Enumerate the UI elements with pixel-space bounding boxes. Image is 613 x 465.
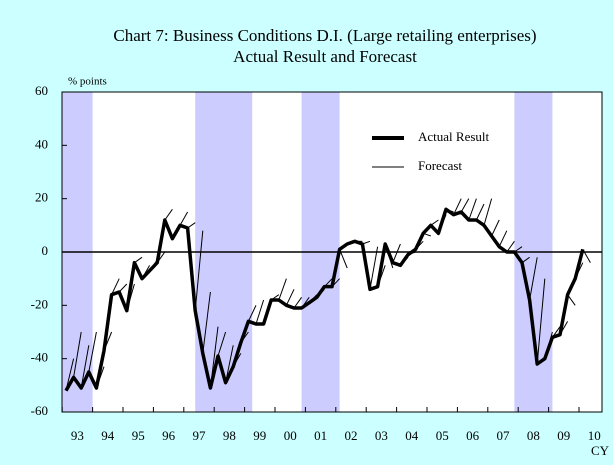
forecast-segment	[498, 230, 508, 247]
actual-line	[64, 207, 585, 392]
forecast-segment	[369, 246, 379, 290]
forecast-segment	[217, 331, 227, 357]
x-tick-label: 07	[497, 428, 511, 443]
y-axis-label: % points	[68, 76, 107, 88]
x-tick-label: 97	[193, 428, 207, 443]
forecast-segment	[247, 305, 257, 322]
forecast-segment	[293, 297, 303, 309]
x-tick-label: 05	[436, 428, 449, 443]
forecast-segment	[453, 198, 462, 215]
forecast-segment	[536, 278, 546, 365]
y-tick-label: 60	[35, 83, 48, 98]
x-tick-label: 98	[223, 428, 236, 443]
x-tick-label: 04	[405, 428, 419, 443]
x-tick-label: 09	[557, 428, 570, 443]
forecast-segment	[506, 241, 515, 253]
x-tick-label: 01	[314, 428, 327, 443]
x-tick-label: 08	[527, 428, 540, 443]
y-tick-label: 20	[35, 190, 48, 205]
forecast-segment	[392, 243, 401, 263]
forecast-segment	[88, 331, 97, 373]
forecast-segment	[285, 289, 295, 306]
forecast-segment	[118, 283, 128, 293]
legend-label: Actual Result	[418, 129, 490, 144]
chart-subtitle: Actual Result and Forecast	[233, 47, 417, 66]
x-tick-label: 99	[253, 428, 266, 443]
x-tick-label: 93	[71, 428, 84, 443]
legend-label: Forecast	[418, 158, 462, 173]
x-tick-label: 96	[162, 428, 176, 443]
x-tick-label: 02	[345, 428, 358, 443]
forecast-segment	[529, 257, 538, 301]
forecast-segment	[255, 299, 265, 325]
x-unit-label: CY	[591, 443, 610, 458]
forecast-segment	[202, 291, 211, 354]
forecast-segment	[179, 211, 189, 226]
y-tick-label: 0	[42, 243, 49, 258]
forecast-segment	[491, 219, 500, 237]
x-tick-label: 10	[588, 428, 601, 443]
forecast-segment	[475, 203, 485, 221]
forecast-segment	[73, 331, 82, 378]
plot-frame	[61, 91, 603, 413]
forecast-segment	[468, 198, 477, 221]
y-tick-label: -20	[31, 296, 48, 311]
x-tick-label: 06	[466, 428, 480, 443]
forecast-segment	[194, 230, 204, 311]
forecast-segment	[80, 345, 90, 389]
y-tick-label: -60	[31, 403, 48, 418]
forecast-segment	[339, 249, 348, 269]
y-tick-label: 40	[35, 136, 48, 151]
x-tick-label: 00	[284, 428, 297, 443]
forecast-segment	[278, 278, 287, 301]
forecast-segment	[164, 209, 173, 221]
forecast-segment	[483, 198, 493, 226]
forecast-segment	[111, 278, 120, 295]
forecast-segment	[460, 198, 470, 213]
y-tick-label: -40	[31, 350, 48, 365]
chart-title: Chart 7: Business Conditions D.I. (Large…	[113, 26, 536, 45]
forecast-segment	[582, 249, 591, 263]
x-tick-label: 94	[101, 428, 115, 443]
x-tick-label: 03	[375, 428, 388, 443]
x-tick-label: 95	[132, 428, 145, 443]
